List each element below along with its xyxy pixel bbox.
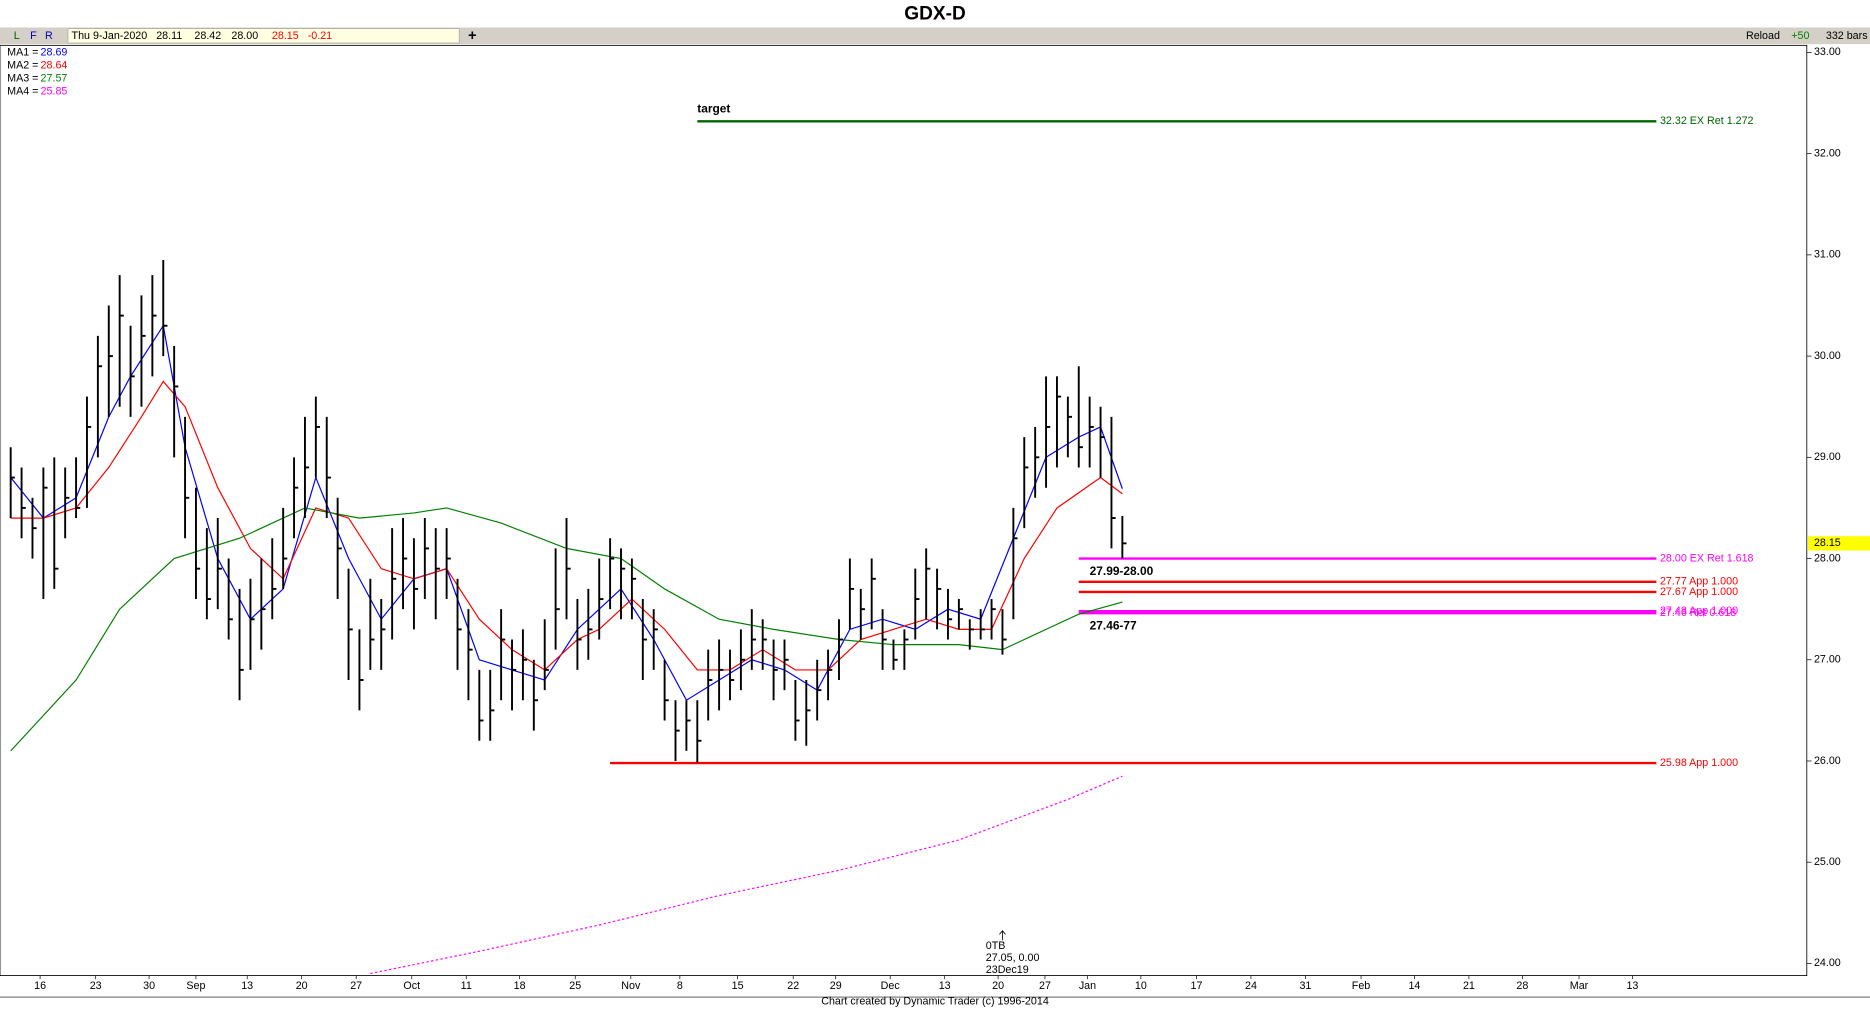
x-tick-label: 21	[1463, 980, 1475, 992]
x-tick-label: 28	[1516, 980, 1528, 992]
x-tick-label: 11	[461, 980, 472, 992]
x-tick-label: 16	[34, 980, 46, 992]
legend-label: MA1 =	[7, 46, 38, 58]
last-price-label: 28.15	[1814, 537, 1841, 549]
level-label: 27.67 App 1.000	[1660, 586, 1738, 598]
toolbar-add[interactable]: +	[468, 28, 476, 44]
level-label: 27.77 App 1.000	[1660, 576, 1738, 588]
pivot-label: 0TB	[986, 940, 1006, 952]
y-tick-label: 26.00	[1814, 755, 1841, 767]
x-tick-label: 20	[992, 980, 1004, 992]
y-tick-label: 33.00	[1814, 46, 1841, 58]
x-tick-label: 13	[241, 980, 253, 992]
y-tick-label: 27.00	[1814, 654, 1841, 666]
level-label: 27.48 App 1.000	[1660, 605, 1738, 617]
pivot-label: 27.05, 0.00	[986, 952, 1040, 964]
x-tick-label: 20	[296, 980, 308, 992]
x-tick-label: 25	[569, 980, 581, 992]
toolbar-button[interactable]: L	[14, 30, 20, 42]
x-tick-label: Dec	[881, 980, 901, 992]
toolbar-button[interactable]: F	[30, 30, 37, 42]
x-tick-label: Oct	[403, 980, 420, 992]
x-tick-label: 22	[787, 980, 799, 992]
y-tick-label: 29.00	[1814, 451, 1841, 463]
legend-label: MA4 =	[7, 86, 38, 98]
moving-average	[10, 380, 1123, 671]
level-label: 28.00 EX Ret 1.618	[1660, 552, 1754, 564]
toolbar-date: Thu 9-Jan-2020	[72, 30, 148, 42]
level-label: 32.32 EX Ret 1.272	[1660, 115, 1754, 127]
toolbar-step[interactable]: +50	[1791, 30, 1809, 42]
x-tick-label: 8	[677, 980, 683, 992]
level-label: 27.46 Ret 0.618	[1660, 607, 1736, 619]
legend-label: MA2 =	[7, 59, 38, 71]
x-tick-label: 15	[732, 980, 744, 992]
pivot-label: 23Dec19	[986, 964, 1029, 976]
chart-title: GDX-D	[904, 3, 965, 24]
x-tick-label: Sep	[186, 980, 205, 992]
x-tick-label: 27	[350, 980, 362, 992]
legend-value: 25.85	[41, 86, 68, 98]
x-tick-label: 27	[1039, 980, 1051, 992]
pivot-arrow	[999, 930, 1006, 941]
x-tick-label: Jan	[1079, 980, 1096, 992]
annotation: 27.99-28.00	[1090, 564, 1154, 578]
toolbar-field: 28.11	[156, 30, 182, 42]
y-tick-label: 25.00	[1814, 856, 1841, 868]
toolbar-field: 28.15	[272, 30, 299, 42]
legend-value: 28.64	[41, 59, 68, 71]
x-tick-label: 23	[90, 980, 102, 992]
x-tick-label: Nov	[621, 980, 641, 992]
toolbar-field: -0.21	[308, 30, 332, 42]
x-tick-label: 13	[1626, 980, 1638, 992]
x-tick-label: 31	[1299, 980, 1311, 992]
y-tick-label: 30.00	[1814, 350, 1841, 362]
annotation: target	[697, 101, 730, 115]
x-tick-label: 17	[1190, 980, 1202, 992]
toolbar-reload[interactable]: Reload	[1746, 30, 1780, 42]
info-box	[67, 28, 460, 44]
x-tick-label: Feb	[1352, 980, 1371, 992]
toolbar	[0, 27, 1870, 45]
toolbar-field: 28.00	[231, 30, 258, 42]
x-tick-label: Mar	[1570, 980, 1589, 992]
x-tick-label: 24	[1245, 980, 1257, 992]
y-tick-label: 31.00	[1814, 249, 1841, 261]
toolbar-button[interactable]: R	[45, 30, 53, 42]
legend-label: MA3 =	[7, 73, 38, 85]
x-tick-label: 29	[830, 980, 842, 992]
y-tick-label: 32.00	[1814, 147, 1841, 159]
last-price-tag	[1807, 536, 1870, 551]
x-tick-label: 30	[143, 980, 155, 992]
level-label: 25.98 App 1.000	[1660, 757, 1738, 769]
plot-frame	[0, 44, 1808, 976]
x-tick-label: 14	[1408, 980, 1420, 992]
x-tick-label: 13	[939, 980, 951, 992]
y-tick-label: 24.00	[1814, 957, 1841, 969]
toolbar-bars: 332 bars	[1826, 30, 1868, 42]
y-tick-label: 28.00	[1814, 552, 1841, 564]
legend-value: 28.69	[41, 46, 68, 58]
footer: Chart created by Dynamic Trader (c) 1996…	[821, 996, 1049, 1008]
annotation: 27.46-77	[1090, 619, 1137, 633]
x-tick-label: 10	[1135, 980, 1147, 992]
legend-value: 27.57	[41, 73, 68, 85]
toolbar-field: 28.42	[194, 30, 221, 42]
x-tick-label: 18	[514, 980, 526, 992]
